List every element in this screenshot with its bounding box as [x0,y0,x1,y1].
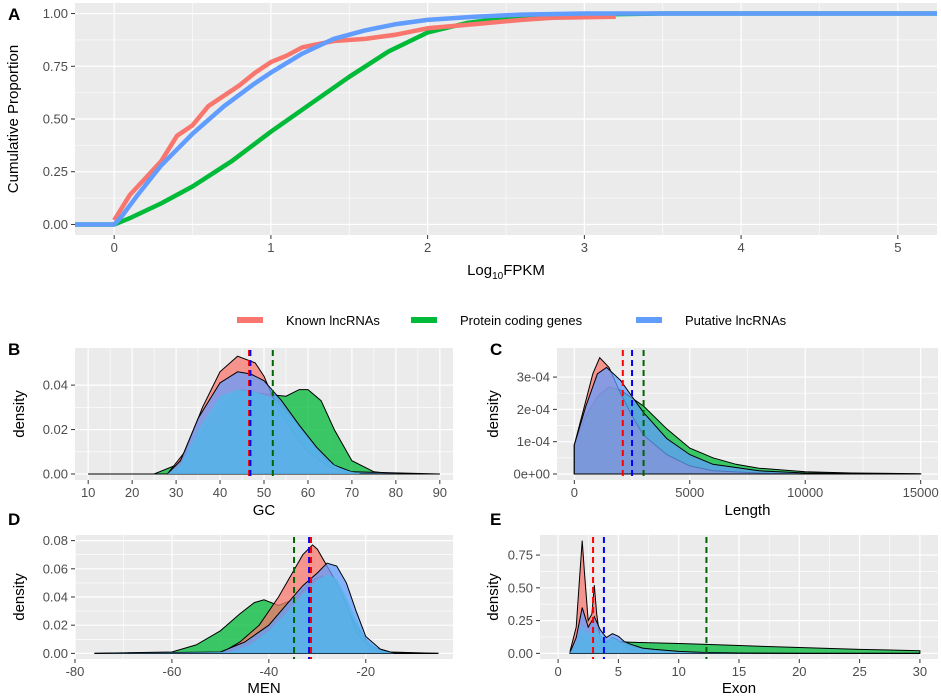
panel-d-men-density-chart: -80 -60 -40 -20 0.00 0.02 0.04 0.06 0.08 density M… [11,533,453,696]
x-tick-label: 15 [732,664,746,679]
y-tick-label: 1.00 [43,6,68,21]
x-tick-label: 5 [615,664,622,679]
y-tick-label: 0.04 [43,590,68,605]
y-axis-title: density [11,390,28,438]
y-tick-label: 0.04 [43,378,68,393]
x-tick-label: -60 [163,664,182,679]
y-tick-label: 0.25 [43,164,68,179]
y-tick-label: 0.00 [43,217,68,232]
x-axis-title: MEN [247,680,280,696]
x-tick-label: 30 [913,664,927,679]
y-tick-label: 3e-04 [517,370,550,385]
x-axis-title: Log10FPKM [467,262,545,282]
x-tick-label: 90 [433,485,447,500]
y-tick-label: 0.75 [508,548,533,563]
x-tick-label: 15000 [903,485,939,500]
x-tick-label: 10000 [787,485,823,500]
panel-e-exon-density-chart: 0 5 10 15 20 25 30 0.00 0.25 0.50 0.75 density Exon [485,535,938,696]
y-tick-label: 0.50 [43,112,68,127]
x-tick-label: 5 [894,240,901,255]
x-tick-label: 0 [554,664,561,679]
x-tick-label: 80 [389,485,403,500]
y-tick-label: 0.00 [43,646,68,661]
y-tick-label: 0e+00 [513,466,550,481]
y-tick-label: 0.25 [508,613,533,628]
x-tick-label: 60 [301,485,315,500]
series-line-1 [112,14,616,222]
legend-label-putative: Putative lncRNAs [685,313,787,328]
x-axis-title: GC [253,502,276,519]
density-area-3 [88,389,440,474]
x-axis-title: Exon [722,680,756,696]
x-tick-label: 2 [424,240,431,255]
panel-letter-a: A [8,5,20,24]
y-tick-label: 0.08 [43,533,68,548]
panel-letter-e: E [490,510,501,529]
density-area-3 [94,574,439,654]
y-axis-title: density [485,390,502,438]
series-line-2 [75,11,937,227]
x-tick-label: 50 [257,485,271,500]
x-tick-label: 3 [581,240,588,255]
panel-c-length-density-chart: 0 5000 10000 15000 0e+00 1e-04 2e-04 3e-04 densi… [485,348,939,519]
legend: Known lncRNAs Protein coding genes Putat… [237,313,787,328]
density-area-3 [570,624,920,654]
x-tick-label: 40 [213,485,227,500]
x-tick-label: -40 [259,664,278,679]
panel-b-gc-density-chart: 10 20 30 40 50 60 70 80 90 0.00 0.02 0.04 density GC [11,348,453,519]
x-tick-label: 20 [792,664,806,679]
x-tick-label: 30 [169,485,183,500]
x-tick-label: 10 [671,664,685,679]
y-tick-label: 2e-04 [517,402,550,417]
y-tick-label: 0.02 [43,422,68,437]
panel-letter-c: C [490,340,502,359]
x-tick-label: 10 [81,485,95,500]
x-tick-label: -80 [66,664,85,679]
y-tick-label: 1e-04 [517,434,550,449]
y-tick-label: 0.50 [508,580,533,595]
panel-letter-b: B [8,340,20,359]
panel-letter-d: D [8,510,20,529]
y-axis-title: density [485,573,502,621]
x-tick-label: -20 [356,664,375,679]
legend-label-protein: Protein coding genes [460,313,583,328]
x-tick-label: 1 [267,240,274,255]
x-axis-title: Length [725,502,771,519]
y-tick-label: 0.00 [508,646,533,661]
y-tick-label: 0.00 [43,467,68,482]
y-tick-label: 0.75 [43,59,68,74]
y-tick-label: 0.06 [43,561,68,576]
legend-label-known: Known lncRNAs [286,313,380,328]
x-tick-label: 20 [125,485,139,500]
x-tick-label: 25 [852,664,866,679]
x-tick-label: 0 [571,485,578,500]
x-tick-label: 70 [345,485,359,500]
x-tick-label: 4 [737,240,744,255]
y-tick-label: 0.02 [43,618,68,633]
x-tick-label: 5000 [675,485,704,500]
x-tick-label: 0 [111,240,118,255]
y-axis-title: Cumulative Proportion [5,45,22,193]
y-axis-title: density [11,573,28,621]
panel-a-cumulative-chart: 0 1 2 3 4 5 0.00 0.25 0.50 0.75 1.00 Cumulative Pro… [5,3,937,282]
